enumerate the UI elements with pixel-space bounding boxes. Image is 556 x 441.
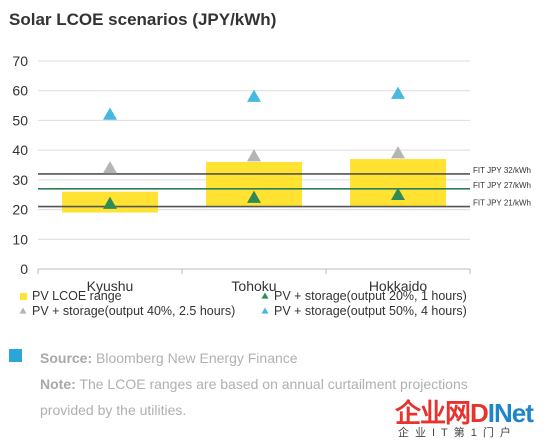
watermark-net: INet [487,398,534,428]
x-category-label: Kyushu [87,278,134,294]
legend-label-range: PV LCOE range [32,289,122,303]
y-tick-label: 30 [12,172,28,188]
storage-marker [391,86,405,99]
y-tick-label: 70 [12,53,28,69]
storage-marker [247,89,261,102]
y-tick-label: 40 [12,142,28,158]
storage-marker [391,187,405,200]
source-text: Bloomberg New Energy Finance [92,350,298,366]
watermark-logo: 企业网DINet [395,393,534,430]
note-text-1: The LCOE ranges are based on annual curt… [75,376,468,392]
legend-label-series: PV + storage(output 50%, 4 hours) [274,304,467,318]
y-tick-label: 20 [12,202,28,218]
watermark-d: D [470,398,489,428]
legend-swatch-triangle [261,292,269,299]
watermark-subtitle: 企业IT第1门户 [398,427,517,439]
legend-swatch-range [20,293,27,300]
watermark-cn: 企业网 [395,398,471,428]
storage-marker [391,146,405,159]
x-category-label: Tohoku [231,278,276,294]
legend-swatch-triangle [19,307,27,314]
legend-label-series: PV + storage(output 40%, 2.5 hours) [32,304,235,318]
source-line: Source: Bloomberg New Energy Finance [40,350,298,366]
y-tick-label: 10 [12,231,28,247]
y-tick-label: 60 [12,83,28,99]
storage-marker [103,196,117,209]
lcoe-chart: 0 10 20 30 40 50 60 70 Kyushu Tohoku Hokkaido FIT J… [12,53,531,318]
x-category-label: Hokkaido [369,278,428,294]
source-marker-icon [9,349,22,362]
source-label: Source: [40,350,93,366]
note-label: Note: [40,376,76,392]
storage-marker [103,107,117,120]
note-line-2: provided by the utilities. [40,402,187,418]
storage-marker [247,149,261,162]
y-tick-label: 50 [12,112,28,128]
y-tick-label: 0 [20,261,28,277]
storage-marker [103,160,117,174]
fit-line-label: FIT JPY 21/kWh [473,199,531,208]
note-line-1: Note: The LCOE ranges are based on annua… [40,371,540,397]
fit-line-label: FIT JPY 27/kWh [473,181,531,190]
chart-title: Solar LCOE scenarios (JPY/kWh) [9,10,277,29]
legend-label-series: PV + storage(output 20%, 1 hours) [274,289,467,303]
fit-line-label: FIT JPY 32/kWh [473,166,531,175]
legend-swatch-triangle [261,307,269,314]
storage-marker [247,190,261,203]
